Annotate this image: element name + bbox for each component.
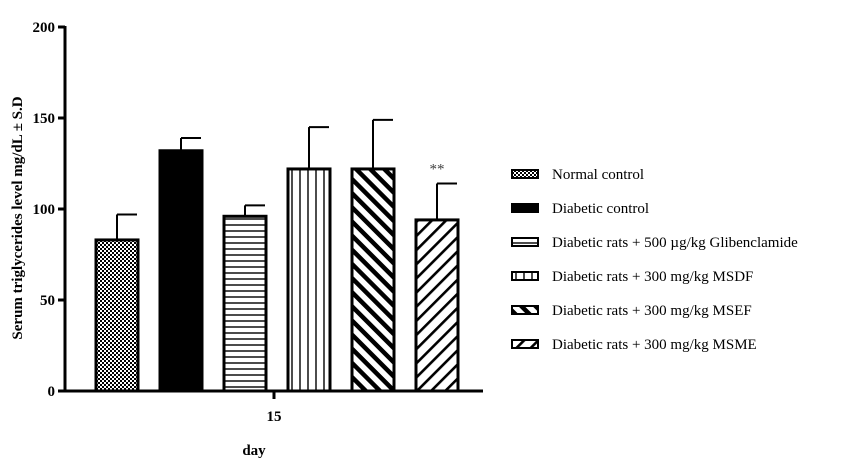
- legend-label: Diabetic rats + 300 mg/kg MSDF: [552, 269, 753, 285]
- x-axis: 15: [65, 389, 483, 425]
- y-tick-label: 100: [33, 202, 56, 218]
- bars-group: **: [94, 118, 460, 393]
- legend-swatch: [511, 271, 539, 281]
- y-tick-label: 150: [33, 111, 56, 127]
- y-tick-label: 200: [33, 20, 56, 36]
- bar: [414, 218, 460, 393]
- x-axis-title: day: [242, 443, 266, 459]
- legend-swatch: [511, 169, 539, 179]
- legend-label: Diabetic rats + 500 µg/kg Glibenclamide: [552, 235, 798, 251]
- x-tick-label: 15: [267, 409, 282, 425]
- y-axis-title: Serum triglycerides level mg/dL ± S.D: [10, 96, 26, 339]
- legend-swatch: [511, 305, 539, 315]
- bar: [158, 149, 204, 393]
- legend-swatch: [511, 203, 539, 213]
- bar: [94, 238, 140, 393]
- bar: [286, 167, 332, 393]
- y-tick-label: 50: [40, 293, 55, 309]
- legend-label: Diabetic rats + 300 mg/kg MSME: [552, 337, 757, 353]
- legend-swatch: [511, 237, 539, 247]
- bar: [350, 167, 396, 393]
- y-tick-label: 0: [48, 384, 56, 400]
- legend-label: Diabetic control: [552, 201, 649, 217]
- y-axis: 0 50 100 150 200: [33, 20, 67, 400]
- significance-annotation: **: [430, 162, 445, 178]
- legend-label: Normal control: [552, 167, 644, 183]
- bar: [222, 214, 268, 393]
- legend-label: Diabetic rats + 300 mg/kg MSEF: [552, 303, 752, 319]
- legend: Normal control Diabetic control Diabetic r…: [511, 167, 798, 353]
- legend-swatch: [511, 339, 539, 349]
